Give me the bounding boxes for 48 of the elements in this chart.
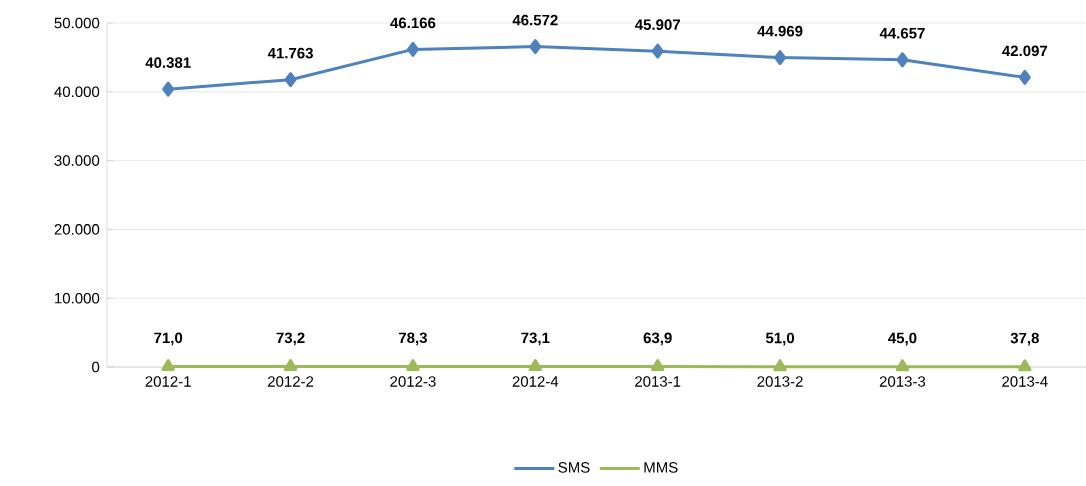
point <box>895 359 910 372</box>
point <box>773 359 787 372</box>
point <box>651 43 664 59</box>
legend-label: MMS <box>644 462 678 473</box>
data-label: 37,8 <box>1010 332 1039 346</box>
data-label: 71,0 <box>154 332 183 346</box>
x-tick-label: 2013-4 <box>1002 376 1048 387</box>
x-tick-label: 2012-1 <box>145 376 191 387</box>
data-label: 45,0 <box>888 332 917 346</box>
data-label: 44.657 <box>879 27 925 39</box>
point <box>1018 69 1031 85</box>
data-label: 41.763 <box>267 47 313 59</box>
x-tick-label: 2013-3 <box>879 376 926 387</box>
point <box>161 359 175 372</box>
point <box>529 39 542 55</box>
data-label: 73,2 <box>276 332 305 346</box>
y-tick-label: 40.000 <box>54 86 100 98</box>
point <box>284 72 297 88</box>
point <box>774 50 787 66</box>
y-tick-label: 30.000 <box>54 155 100 166</box>
point <box>283 359 298 371</box>
x-tick-label: 2013-1 <box>635 376 681 387</box>
data-label: 63,9 <box>643 332 672 346</box>
point <box>651 359 665 372</box>
point <box>406 358 420 371</box>
data-label: 51,0 <box>765 332 795 346</box>
data-label: 44.969 <box>757 25 803 37</box>
x-tick-label: 2012-2 <box>267 376 314 387</box>
y-tick-label: 10.000 <box>55 292 100 304</box>
x-tick-label: 2013-2 <box>757 376 803 387</box>
point <box>406 41 419 57</box>
point <box>162 81 175 97</box>
data-label: 45.907 <box>634 19 680 30</box>
y-tick-label: 20.000 <box>54 224 100 235</box>
x-tick-label: 2012-3 <box>390 376 436 387</box>
y-tick-label: 0 <box>92 361 100 373</box>
data-label: 40.381 <box>145 57 191 68</box>
legend-label: SMS <box>558 462 590 473</box>
data-label: 46.166 <box>390 17 436 29</box>
point <box>1018 359 1032 372</box>
point <box>528 359 543 371</box>
point <box>896 52 909 68</box>
data-label: 42.097 <box>1002 45 1048 57</box>
x-tick-label: 2012-4 <box>512 376 559 387</box>
data-label: 46.572 <box>512 14 558 26</box>
data-label: 78,3 <box>398 332 427 346</box>
data-label: 73,1 <box>521 332 550 346</box>
y-tick-label: 50.000 <box>54 17 100 29</box>
